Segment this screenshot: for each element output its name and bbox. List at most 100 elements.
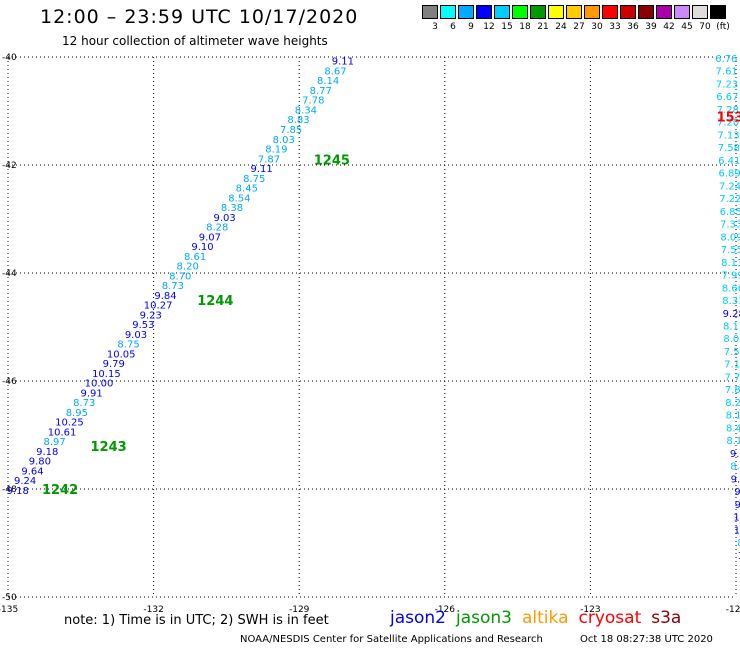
satellite-legend: jason2 jason3 altika cryosat s3a — [390, 608, 691, 628]
colorbar-label: 24 — [555, 22, 567, 32]
colorbar-label: 18 — [519, 22, 531, 32]
colorbar-swatch — [458, 5, 474, 19]
wave-height-label: 9.18 — [7, 486, 29, 497]
wave-height-label: 7.99 — [722, 271, 740, 282]
wave-height-label: 9.03 — [125, 330, 147, 341]
wave-height-label: 8.67 — [324, 66, 346, 77]
wave-height-label: 8.83 — [287, 115, 309, 126]
colorbar-label: 30 — [591, 22, 603, 32]
wave-height-label: 9.11 — [250, 164, 272, 175]
wave-height-label: 9.23 — [140, 310, 162, 321]
wave-height-label: 9.2 — [730, 449, 740, 460]
wave-height-label: 9.91 — [80, 388, 102, 399]
y-tick-label: -46 — [2, 377, 17, 387]
wave-height-label: 7.85 — [280, 125, 302, 136]
wave-height-label: 9.07 — [199, 232, 221, 243]
wave-height-label: 10 — [733, 513, 740, 524]
colorbar-swatch — [530, 5, 546, 19]
wave-height-label: 8.42 — [726, 423, 740, 434]
wave-height-label: 9. — [735, 500, 740, 511]
colorbar-swatch — [692, 5, 708, 19]
colorbar-label: 12 — [483, 22, 495, 32]
footnote: note: 1) Time is in UTC; 2) SWH is in fe… — [64, 613, 329, 628]
wave-height-label: 8.23 — [725, 398, 740, 409]
colorbar-swatch — [566, 5, 582, 19]
credit-text: NOAA/NESDIS Center for Satellite Applica… — [240, 634, 543, 645]
wave-height-label: 8.97 — [44, 437, 66, 448]
colorbar-swatch — [422, 5, 438, 19]
wave-height-label: 9.28 — [723, 309, 740, 320]
colorbar-label: 39 — [645, 22, 657, 32]
wave-height-label: 8.19 — [726, 436, 740, 447]
y-tick-label: -40 — [2, 53, 17, 63]
pass-number-label: 1245 — [314, 154, 350, 169]
wave-height-label: 10.00 — [85, 379, 114, 390]
colorbar-label: 15 — [501, 22, 513, 32]
colorbar-swatch — [710, 5, 726, 19]
colorbar-swatch — [476, 5, 492, 19]
wave-height-label: 9.84 — [154, 291, 176, 302]
wave-height-label: 7.55 — [721, 245, 740, 256]
wave-height-label: 8.38 — [221, 203, 243, 214]
colorbar-label: (ft) — [716, 22, 730, 32]
legend-cryosat: cryosat — [578, 608, 642, 628]
wave-height-label: 7.61 — [716, 67, 738, 78]
wave-height-label: 10.61 — [48, 427, 77, 438]
wave-height-label: 8.05 — [723, 334, 740, 345]
wave-height-label: 7.58 — [718, 143, 740, 154]
timestamp: Oct 18 08:27:38 UTC 2020 — [580, 634, 713, 645]
wave-height-label: 8 — [737, 538, 740, 549]
y-tick-label: -48 — [2, 485, 17, 495]
colorbar-swatch — [512, 5, 528, 19]
colorbar-label: 6 — [450, 22, 456, 32]
pass-number-label: 1243 — [91, 440, 127, 455]
chart-subtitle: 12 hour collection of altimeter wave hei… — [62, 34, 328, 48]
wave-height-label: 8.18 — [726, 411, 740, 422]
wave-height-label: 10.27 — [144, 301, 173, 312]
wave-height-label: 8.77 — [310, 86, 332, 97]
colorbar-label: 33 — [609, 22, 621, 32]
colorbar-label: 45 — [681, 22, 693, 32]
wave-height-label: 7.33 — [720, 220, 740, 231]
wave-height-label: 8.73 — [73, 398, 95, 409]
colorbar-label: 21 — [537, 22, 549, 32]
pass-number-label: 1244 — [197, 294, 233, 309]
wave-height-label: 10.05 — [107, 349, 136, 360]
wave-height-label: 7.20 — [717, 118, 739, 129]
wave-height-label: 7.11 — [724, 360, 740, 371]
wave-height-label: 7.77 — [724, 372, 740, 383]
wave-height-label: 6.67 — [716, 92, 738, 103]
y-tick-label: -44 — [2, 269, 17, 279]
colorbar-swatch — [548, 5, 564, 19]
wave-height-label: 8.17 — [723, 322, 740, 333]
colorbar-swatch — [620, 5, 636, 19]
pass-number-label: 153 — [717, 110, 740, 125]
x-tick-label: -120 — [726, 605, 740, 615]
colorbar-swatch — [494, 5, 510, 19]
wave-height-label: 6.41 — [718, 156, 740, 167]
legend-jason3: jason3 — [456, 608, 512, 628]
wave-height-label: 9.6 — [731, 474, 740, 485]
wave-height-label: 8.31 — [722, 296, 740, 307]
legend-jason2: jason2 — [390, 608, 446, 628]
wave-height-label: 10.25 — [55, 418, 84, 429]
colorbar-label: 27 — [573, 22, 585, 32]
wave-height-label: 9.11 — [332, 57, 354, 68]
colorbar-swatch — [584, 5, 600, 19]
wave-height-label: 9.18 — [36, 447, 58, 458]
wave-height-label: 10.15 — [92, 369, 121, 380]
wave-height-label: 7.87 — [258, 154, 280, 165]
wave-height-label: 7.78 — [302, 96, 324, 107]
x-tick-label: -126 — [435, 605, 456, 615]
colorbar-label: 9 — [468, 22, 474, 32]
wave-height-label: 9.79 — [103, 359, 125, 370]
wave-height-label: 6.85 — [720, 207, 740, 218]
wave-height-label: 8.8 — [730, 462, 740, 473]
colorbar-swatch — [674, 5, 690, 19]
wave-height-label: 6.89 — [719, 169, 740, 180]
wave-height-label: 9. — [734, 487, 740, 498]
y-tick-label: -42 — [2, 161, 17, 171]
wave-height-label: 7.23 — [716, 79, 738, 90]
wave-height-label: 9.53 — [132, 320, 154, 331]
